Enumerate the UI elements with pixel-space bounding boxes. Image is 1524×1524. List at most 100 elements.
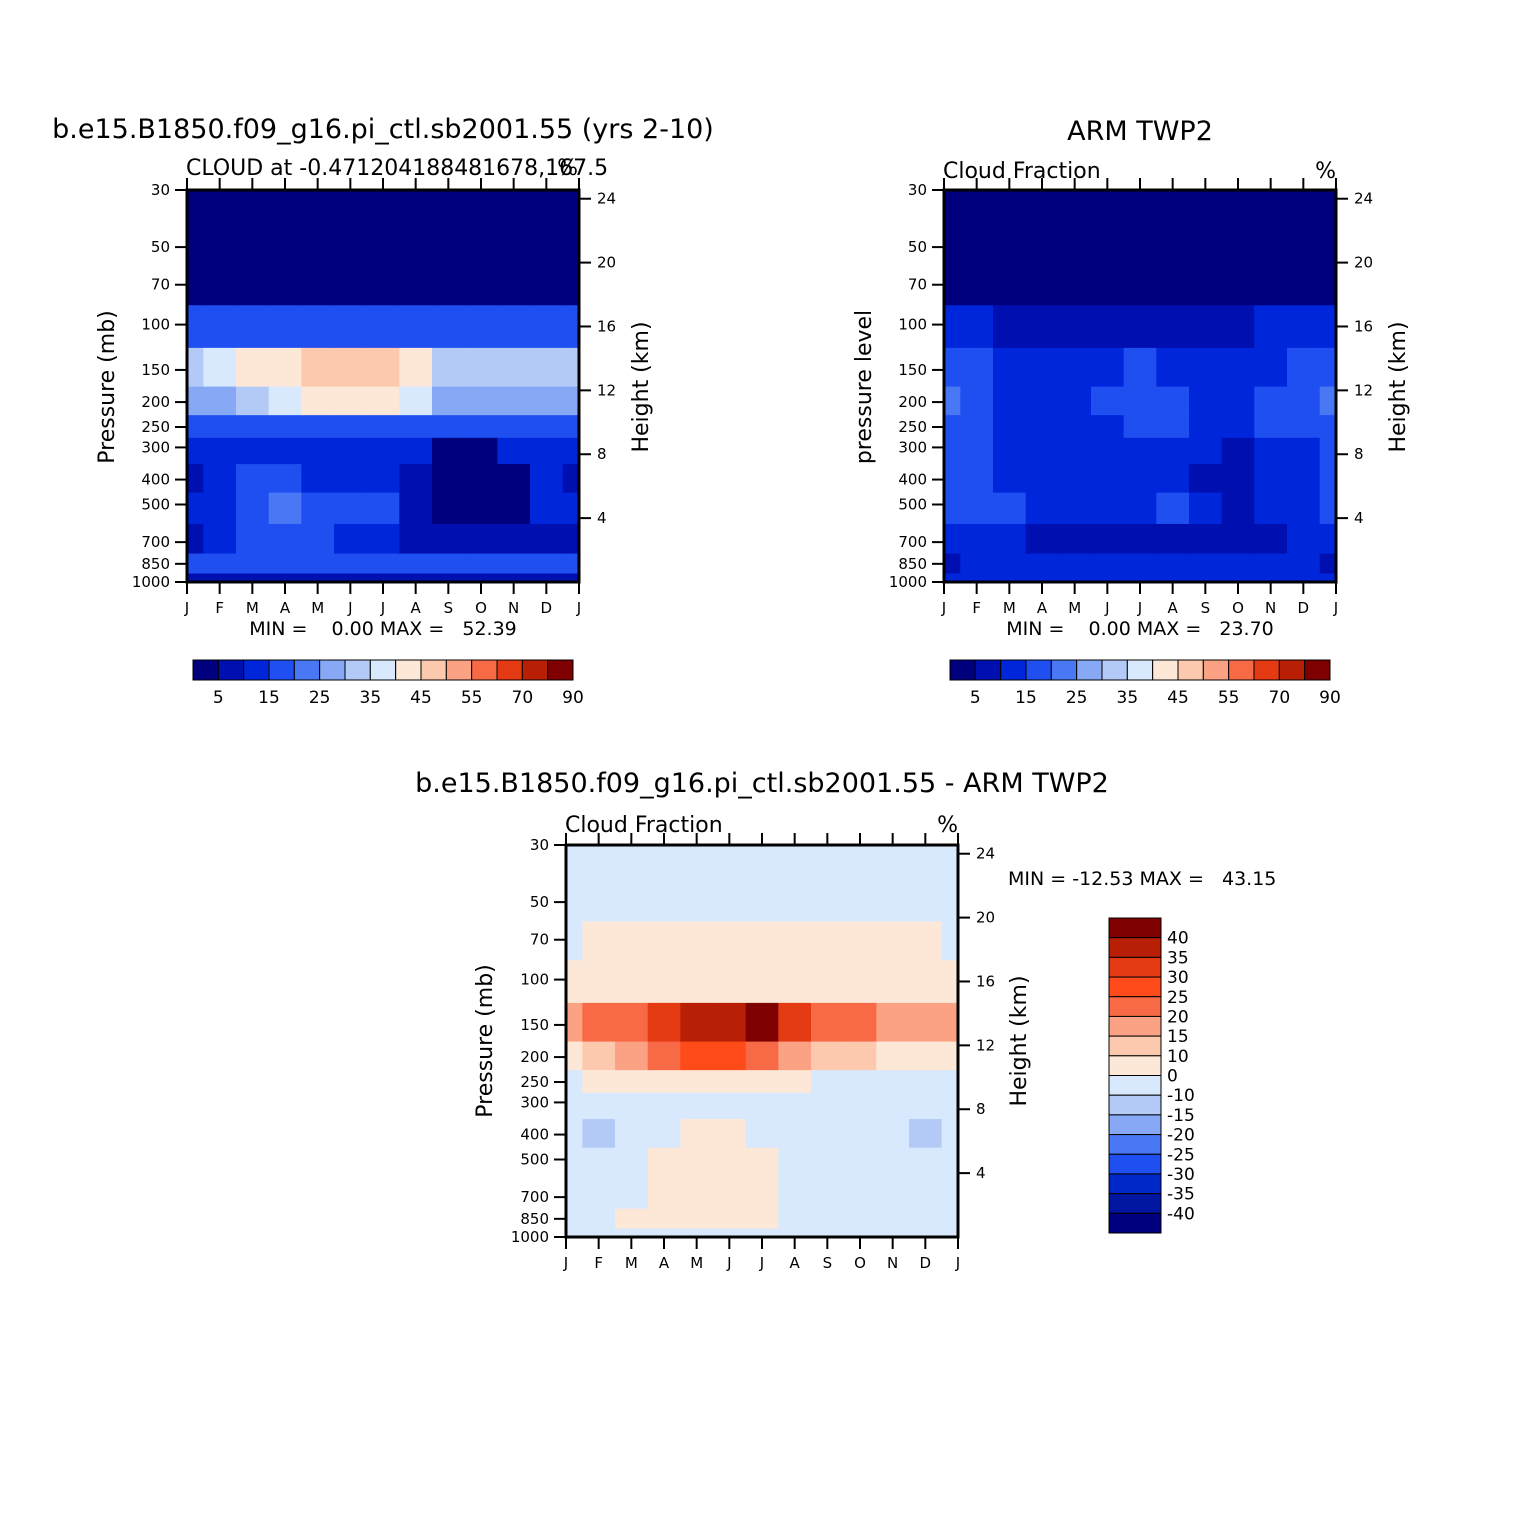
panel-model-units: % [557, 156, 578, 181]
heatmap-cell [843, 1207, 877, 1229]
heatmap-cell [1221, 304, 1255, 348]
heatmap-cell [1025, 463, 1059, 493]
panel-obs-colorbar: 5 15 25 35 45 55 70 90 [949, 659, 1341, 708]
colorbar-box [1108, 1094, 1162, 1116]
heatmap-cell [1254, 437, 1288, 465]
colorbar-box [1152, 659, 1179, 681]
colorbar-box [1202, 659, 1230, 681]
heatmap-cell [1319, 437, 1337, 465]
heatmap-cell [1156, 492, 1190, 524]
heatmap-cell [811, 920, 845, 961]
heatmap-cell [944, 304, 961, 348]
heatmap-cell [745, 920, 779, 961]
heatmap-cell [187, 190, 204, 220]
panel-model: b.e15.B1850.f09_g16.pi_ctl.sb2001.55 (yr… [52, 114, 714, 708]
heatmap-cell [1123, 492, 1157, 524]
heatmap-cell [432, 190, 466, 220]
heatmap-cell [778, 920, 812, 961]
heatmap-cell [268, 492, 302, 524]
heatmap-cell [432, 218, 466, 267]
heatmap-cell [1254, 572, 1288, 583]
panel-obs-title: ARM TWP2 [1067, 116, 1213, 147]
heatmap-cell [566, 1069, 583, 1093]
heatmap-cell [647, 920, 681, 961]
x-tick-label: J [563, 1254, 568, 1272]
heatmap-cell [1189, 523, 1223, 554]
heatmap-cell [993, 523, 1027, 554]
y-tick-label: 150 [898, 361, 927, 379]
y-tick-label-right: 12 [1354, 381, 1373, 399]
heatmap-cell [497, 386, 531, 416]
colorbar-label: -30 [1167, 1165, 1195, 1185]
heatmap-cell [399, 437, 433, 465]
x-tick-label: S [1201, 599, 1211, 617]
heatmap-cell [464, 552, 498, 574]
heatmap-cell [1025, 265, 1059, 306]
heatmap-cell [582, 1207, 616, 1229]
heatmap-cell [562, 437, 580, 465]
heatmap-cell [530, 347, 564, 387]
heatmap-cell [647, 1041, 681, 1071]
y-tick-label: 400 [520, 1126, 549, 1144]
heatmap-cell [497, 437, 531, 465]
heatmap-cell [876, 1178, 910, 1209]
heatmap-cell [745, 1227, 779, 1238]
x-tick-label: F [594, 1254, 603, 1272]
heatmap-cell [301, 218, 335, 267]
heatmap-cell [1287, 218, 1321, 267]
heatmap-cell [268, 190, 302, 220]
heatmap-cell [941, 1002, 959, 1042]
heatmap-cell [1319, 386, 1337, 416]
colorbar-label: 55 [1218, 688, 1240, 708]
heatmap-cell [647, 1002, 681, 1042]
heatmap-cell [745, 959, 779, 1003]
y-tick-label-right: 8 [1354, 445, 1364, 463]
heatmap-cell [1123, 414, 1157, 438]
x-tick-label: J [347, 599, 352, 617]
heatmap-cell [1123, 572, 1157, 583]
heatmap-cell [566, 1147, 583, 1179]
x-tick-label: J [576, 599, 581, 617]
heatmap-cell [566, 920, 583, 961]
heatmap-cell [399, 552, 433, 574]
heatmap-cell [334, 523, 368, 554]
heatmap-cell [530, 386, 564, 416]
heatmap-cell [268, 523, 302, 554]
colorbar-box [1108, 1055, 1162, 1077]
heatmap-cell [366, 492, 400, 524]
x-tick-label: F [972, 599, 981, 617]
heatmap-cell [647, 845, 681, 875]
y-tick-label: 850 [898, 555, 927, 573]
heatmap-cell [960, 552, 994, 574]
panel-obs-ylabel-right: Height (km) [1386, 321, 1411, 452]
heatmap-cell [1287, 265, 1321, 306]
heatmap-cell [366, 265, 400, 306]
y-tick-label: 1000 [511, 1228, 549, 1246]
heatmap-cell [334, 218, 368, 267]
heatmap-cell [745, 1147, 779, 1179]
heatmap-cell [713, 1207, 747, 1229]
heatmap-cell [582, 959, 616, 1003]
heatmap-cell [1319, 190, 1337, 220]
heatmap-cell [301, 437, 335, 465]
heatmap-cell [562, 492, 580, 524]
heatmap-cell [778, 1092, 812, 1120]
heatmap-cell [203, 492, 237, 524]
heatmap-cell [647, 1227, 681, 1238]
colorbar-label: 30 [1167, 968, 1189, 988]
heatmap-cell [1189, 552, 1223, 574]
heatmap-cell [203, 414, 237, 438]
heatmap-cell [876, 1207, 910, 1229]
heatmap-cell [562, 523, 580, 554]
y-tick-label: 150 [520, 1016, 549, 1034]
y-tick-label: 200 [141, 393, 170, 411]
panel-model-colorbar: 5 15 25 35 45 55 70 90 [192, 659, 584, 708]
heatmap-cell [941, 1227, 959, 1238]
heatmap-cell [713, 845, 747, 875]
heatmap-cell [268, 552, 302, 574]
heatmap-cell [236, 347, 270, 387]
heatmap-cell [1123, 265, 1157, 306]
y-tick-label-right: 4 [1354, 509, 1364, 527]
heatmap-cell [944, 523, 961, 554]
heatmap-cell [236, 414, 270, 438]
